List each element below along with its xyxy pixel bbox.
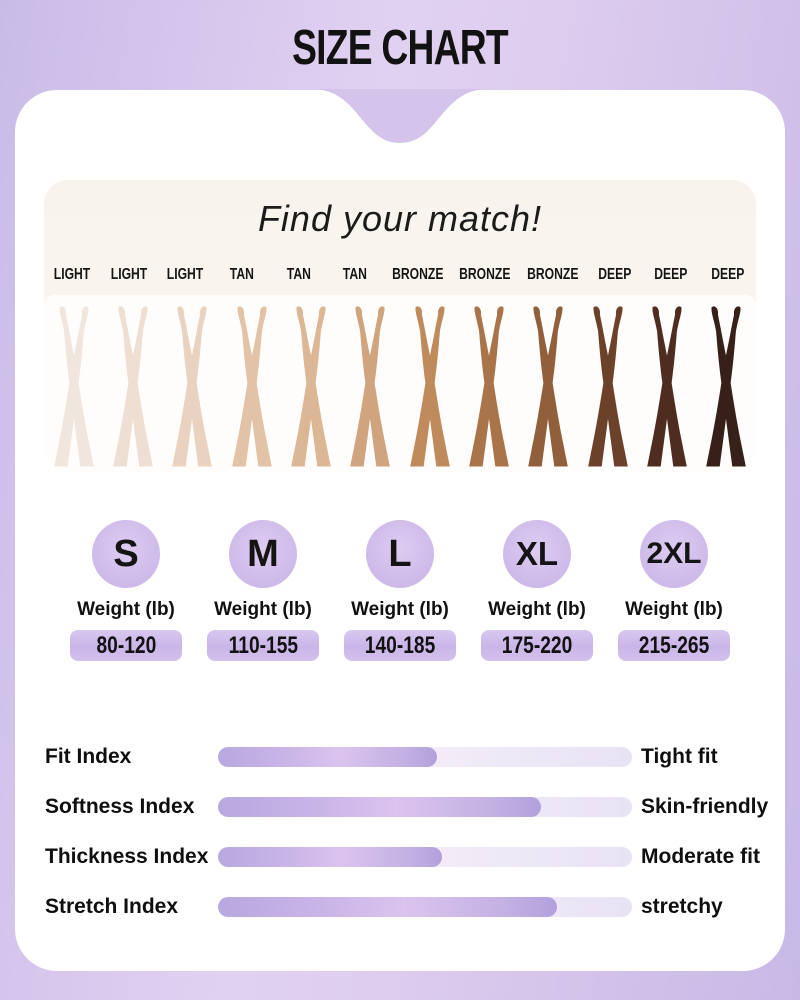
- tone-swatch-6: [341, 299, 400, 472]
- tone-label-6: TAN: [343, 266, 368, 283]
- tone-swatch-11: [637, 299, 696, 472]
- size-badge: 2XL: [640, 520, 708, 588]
- find-your-match-panel: Find your match! LIGHT LIGHT LIGHT TAN TAN TA…: [44, 180, 756, 472]
- size-column-2xl: 2XL Weight (lb) 215-265: [618, 520, 730, 661]
- tone-swatch-9: [519, 299, 578, 472]
- size-column-s: S Weight (lb) 80-120: [70, 520, 182, 661]
- tone-label-11: DEEP: [654, 266, 688, 283]
- weight-unit-label: Weight (lb): [214, 599, 312, 620]
- tone-label-5: TAN: [286, 266, 311, 283]
- index-label: Softness Index: [45, 795, 195, 818]
- page-title: SIZE CHART: [292, 21, 509, 75]
- size-badge: M: [229, 520, 297, 588]
- index-bar-track: [218, 797, 632, 817]
- size-badge: XL: [503, 520, 571, 588]
- legs-illustration-row: [44, 295, 756, 472]
- crossed-legs-icon: [350, 306, 391, 467]
- sizes-row: S Weight (lb) 80-120 M Weight (lb) 110-1…: [70, 520, 730, 661]
- tone-swatch-5: [281, 299, 340, 472]
- crossed-legs-icon: [528, 306, 569, 467]
- index-row-3: Thickness Index Moderate fit: [45, 832, 775, 882]
- crossed-legs-icon: [53, 306, 94, 467]
- weight-range-value: 215-265: [638, 631, 710, 659]
- crossed-legs-icon: [172, 306, 213, 467]
- size-letter: XL: [515, 535, 559, 572]
- weight-range-value: 80-120: [96, 631, 156, 659]
- tone-label-2: LIGHT: [110, 266, 148, 283]
- tone-labels-row: LIGHT LIGHT LIGHT TAN TAN TAN BRONZE BRONZE BRON…: [44, 266, 756, 290]
- index-bar-track: [218, 847, 632, 867]
- weight-unit-label: Weight (lb): [625, 599, 723, 620]
- weight-range-value: 140-185: [364, 631, 436, 659]
- tone-swatch-8: [459, 299, 518, 472]
- tone-swatch-1: [44, 299, 103, 472]
- index-bar-fill: [218, 847, 442, 867]
- index-row-1: Fit Index Tight fit: [45, 732, 775, 782]
- index-label: Thickness Index: [45, 845, 209, 868]
- index-right-label: stretchy: [641, 895, 723, 918]
- weight-range-pill: 175-220: [481, 630, 593, 661]
- weight-range-pill: 110-155: [207, 630, 319, 661]
- crossed-legs-icon: [647, 306, 687, 467]
- tone-label-1: LIGHT: [54, 266, 91, 283]
- crossed-legs-icon: [706, 306, 747, 467]
- tone-swatch-10: [578, 299, 637, 472]
- size-chart-card: Find your match! LIGHT LIGHT LIGHT TAN TAN TA…: [15, 89, 785, 971]
- tone-label-3: LIGHT: [167, 266, 204, 283]
- index-right-label: Tight fit: [641, 745, 718, 768]
- size-badge: S: [92, 520, 160, 588]
- tone-label-9: BRONZE: [526, 266, 579, 283]
- crossed-legs-icon: [469, 306, 509, 467]
- match-heading: Find your match!: [257, 198, 543, 239]
- tone-swatch-4: [222, 299, 281, 472]
- tone-swatch-7: [400, 299, 459, 472]
- size-badge: L: [366, 520, 434, 588]
- tone-label-7: BRONZE: [391, 266, 444, 283]
- tone-swatch-2: [103, 299, 162, 472]
- weight-range-value: 175-220: [501, 631, 573, 659]
- index-bar-fill: [218, 747, 438, 767]
- crossed-legs-icon: [409, 306, 450, 467]
- crossed-legs-icon: [587, 306, 628, 467]
- card-top-notch-decoration: [315, 89, 485, 143]
- index-row-2: Softness Index Skin-friendly: [45, 782, 775, 832]
- index-right-label: Skin-friendly: [641, 795, 769, 818]
- weight-range-pill: 215-265: [618, 630, 730, 661]
- tone-swatch-3: [163, 299, 222, 472]
- index-bar-fill: [218, 797, 541, 817]
- index-bar-fill: [218, 897, 558, 917]
- tone-label-10: DEEP: [597, 266, 632, 283]
- index-bars-section: Fit Index Tight fit Softness Index Skin-f…: [45, 732, 775, 932]
- size-column-l: L Weight (lb) 140-185: [344, 520, 456, 661]
- crossed-legs-icon: [291, 306, 331, 467]
- index-bar-track: [218, 897, 632, 917]
- weight-unit-label: Weight (lb): [351, 599, 449, 620]
- tone-label-12: DEEP: [711, 266, 745, 283]
- size-letter: M: [247, 532, 279, 575]
- weight-unit-label: Weight (lb): [77, 599, 175, 620]
- size-letter: 2XL: [646, 537, 702, 570]
- weight-range-value: 110-155: [228, 631, 298, 659]
- tone-swatch-12: [697, 299, 756, 472]
- tone-label-4: TAN: [230, 266, 255, 283]
- weight-unit-label: Weight (lb): [488, 599, 586, 620]
- index-right-label: Moderate fit: [641, 845, 761, 868]
- weight-range-pill: 140-185: [344, 630, 456, 661]
- index-bar-track: [218, 747, 632, 767]
- crossed-legs-icon: [113, 306, 153, 467]
- size-column-xl: XL Weight (lb) 175-220: [481, 520, 593, 661]
- crossed-legs-icon: [231, 306, 272, 467]
- index-row-4: Stretch Index stretchy: [45, 882, 775, 932]
- size-letter: S: [113, 532, 139, 575]
- index-label: Stretch Index: [45, 895, 179, 918]
- size-column-m: M Weight (lb) 110-155: [207, 520, 319, 661]
- size-letter: L: [388, 532, 412, 575]
- weight-range-pill: 80-120: [70, 630, 182, 661]
- tone-label-8: BRONZE: [459, 266, 511, 283]
- index-label: Fit Index: [45, 745, 132, 768]
